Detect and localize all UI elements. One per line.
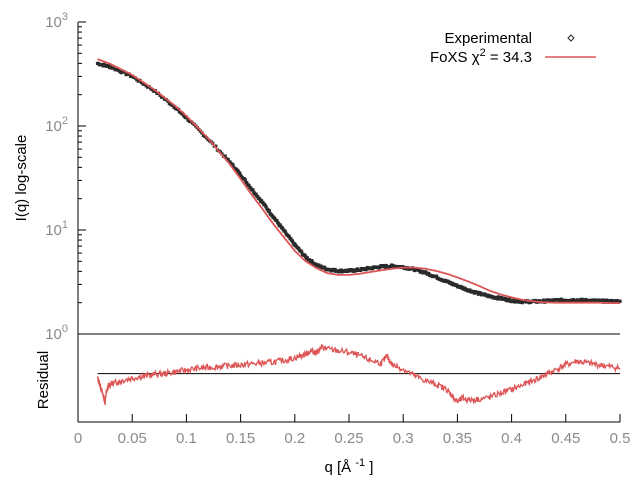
x-tick-label: 0.15 — [226, 430, 255, 447]
experimental-point — [259, 199, 264, 203]
legend: Experimental FoXS χ2 = 34.3 — [430, 30, 596, 66]
experimental-point — [283, 230, 288, 234]
experimental-point — [243, 178, 247, 182]
y-tick-label-exponent: 3 — [62, 11, 68, 23]
x-tick-label: 0.35 — [443, 430, 472, 447]
y-tick-label-base: 10 — [45, 326, 62, 343]
experimental-point — [251, 188, 255, 192]
experimental-point — [300, 250, 304, 254]
experimental-point — [512, 298, 516, 302]
experimental-point — [293, 242, 297, 246]
residual-panel: 0 0.05 0.1 0.15 0.2 0.25 0.3 0.35 0.4 0.45 0.5 Res… — [35, 334, 630, 476]
y-tick-label-base: 10 — [45, 222, 62, 239]
experimental-point — [434, 274, 439, 278]
y-tick-label-exponent: 1 — [62, 219, 68, 231]
experimental-point — [223, 154, 227, 158]
legend-label-foxs-base: FoXS χ — [430, 49, 480, 66]
experimental-point — [503, 296, 508, 301]
experimental-point — [275, 219, 279, 223]
foxs-fit-line — [97, 58, 621, 305]
residual-x-ticks: 0 0.05 0.1 0.15 0.2 0.25 0.3 0.35 0.4 0.45 0.5 — [74, 414, 631, 447]
x-tick-label: 0.5 — [610, 430, 631, 447]
y-tick-label-base: 10 — [45, 14, 62, 31]
experimental-point — [601, 298, 605, 302]
experimental-point — [150, 88, 154, 92]
residual-y-axis-label: Residual — [35, 351, 52, 409]
y-tick-label: 102 — [45, 115, 68, 135]
experimental-point — [158, 93, 162, 97]
experimental-point — [508, 298, 512, 302]
experimental-point — [231, 163, 235, 167]
experimental-point — [245, 181, 249, 185]
y-tick-label: 101 — [45, 219, 68, 239]
experimental-point — [236, 169, 240, 173]
experimental-point — [609, 298, 614, 303]
experimental-point — [170, 103, 175, 107]
x-tick-label: 0.3 — [393, 430, 414, 447]
experimental-point — [287, 235, 291, 239]
experimental-point — [417, 268, 422, 272]
y-tick-label-base: 10 — [45, 118, 62, 135]
experimental-point — [238, 171, 242, 175]
experimental-point — [264, 205, 268, 209]
residual-line — [96, 343, 621, 406]
x-axis-label-suffix: ] — [365, 459, 373, 476]
experimental-point — [256, 195, 260, 199]
x-axis-label-base: q [Å — [325, 459, 356, 476]
legend-label-experimental: Experimental — [444, 30, 532, 47]
experimental-point — [184, 115, 188, 119]
main-plot-area — [95, 58, 622, 305]
x-tick-label: 0.05 — [118, 430, 147, 447]
legend-label-foxs-suffix: = 34.3 — [486, 49, 532, 66]
residual-plot-area — [96, 343, 621, 406]
y-tick-label: 100 — [45, 323, 68, 343]
x-tick-label: 0.45 — [551, 430, 580, 447]
experimental-point — [427, 271, 431, 276]
y-tick-label-exponent: 2 — [62, 115, 68, 127]
experimental-point — [289, 237, 293, 241]
y-tick-label-exponent: 0 — [62, 323, 68, 335]
x-tick-label: 0.2 — [284, 430, 305, 447]
experimental-point — [267, 208, 271, 213]
experimental-point — [605, 298, 609, 302]
main-y-axis-label: I(q) log-scale — [13, 135, 30, 222]
y-tick-label: 103 — [45, 11, 68, 31]
x-tick-label: 0.1 — [176, 430, 197, 447]
experimental-point — [290, 239, 295, 243]
experimental-point — [261, 201, 265, 205]
experimental-point — [226, 157, 230, 162]
legend-label-foxs-superscript: 2 — [480, 47, 486, 59]
x-axis-label: q [Å -1 ] — [325, 457, 374, 476]
experimental-point — [112, 66, 116, 70]
experimental-point — [254, 192, 258, 196]
x-tick-label: 0.4 — [501, 430, 522, 447]
legend-label-foxs: FoXS χ2 = 34.3 — [430, 47, 532, 66]
x-tick-label: 0.25 — [334, 430, 363, 447]
experimental-point — [305, 256, 309, 260]
legend-point-experimental — [567, 34, 575, 42]
legend-marker-experimental — [567, 34, 575, 42]
experimental-point — [319, 264, 323, 268]
experimental-point — [247, 184, 251, 188]
x-tick-label: 0 — [74, 430, 82, 447]
x-axis-label-superscript: -1 — [355, 457, 365, 469]
experimental-point — [413, 268, 417, 273]
experimental-point — [618, 299, 622, 303]
experimental-point — [558, 299, 562, 303]
experimental-point — [303, 253, 307, 257]
experimental-point — [479, 291, 483, 295]
